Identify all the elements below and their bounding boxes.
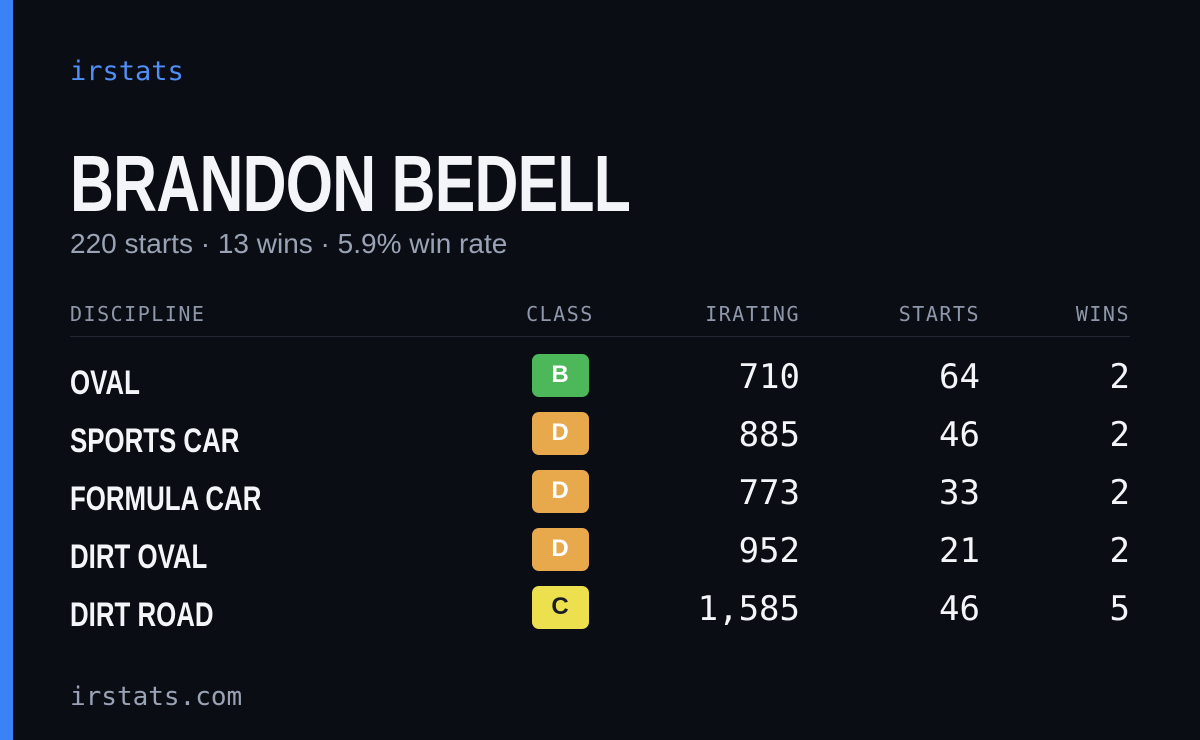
column-header: CLASS xyxy=(526,302,594,326)
irating: 773 xyxy=(738,473,800,513)
irating: 885 xyxy=(738,415,800,455)
class-badge: D xyxy=(531,412,589,455)
accent-bar xyxy=(0,0,13,740)
discipline: FORMULA CAR xyxy=(70,480,262,518)
divider xyxy=(70,336,1130,337)
brand: irstats xyxy=(70,56,184,87)
discipline: DIRT OVAL xyxy=(70,538,208,576)
class-badge: B xyxy=(531,354,589,397)
footer: irstats.com xyxy=(70,682,243,712)
discipline: OVAL xyxy=(70,364,140,402)
column-header: IRATING xyxy=(705,302,800,326)
wins: 2 xyxy=(1109,415,1130,455)
column-header: DISCIPLINE xyxy=(70,302,206,326)
wins: 5 xyxy=(1109,589,1130,629)
starts: 46 xyxy=(939,415,980,455)
irating: 952 xyxy=(738,531,800,571)
irating: 710 xyxy=(738,357,800,397)
wins: 2 xyxy=(1109,357,1130,397)
wins: 2 xyxy=(1109,531,1130,571)
starts: 21 xyxy=(939,531,980,571)
column-header: WINS xyxy=(1075,302,1130,326)
starts: 46 xyxy=(939,589,980,629)
irating: 1,585 xyxy=(697,589,800,629)
wins: 2 xyxy=(1109,473,1130,513)
class-badge: D xyxy=(531,528,589,571)
summary: 220 starts · 13 wins · 5.9% win rate xyxy=(70,228,508,259)
column-header: STARTS xyxy=(898,302,980,326)
starts: 33 xyxy=(939,473,980,513)
class-badge: D xyxy=(531,470,589,513)
discipline: DIRT ROAD xyxy=(70,596,214,634)
class-badge: C xyxy=(531,586,589,629)
driver-name: BRANDON BEDELL xyxy=(70,139,631,228)
starts: 64 xyxy=(939,357,980,397)
discipline: SPORTS CAR xyxy=(70,422,240,460)
